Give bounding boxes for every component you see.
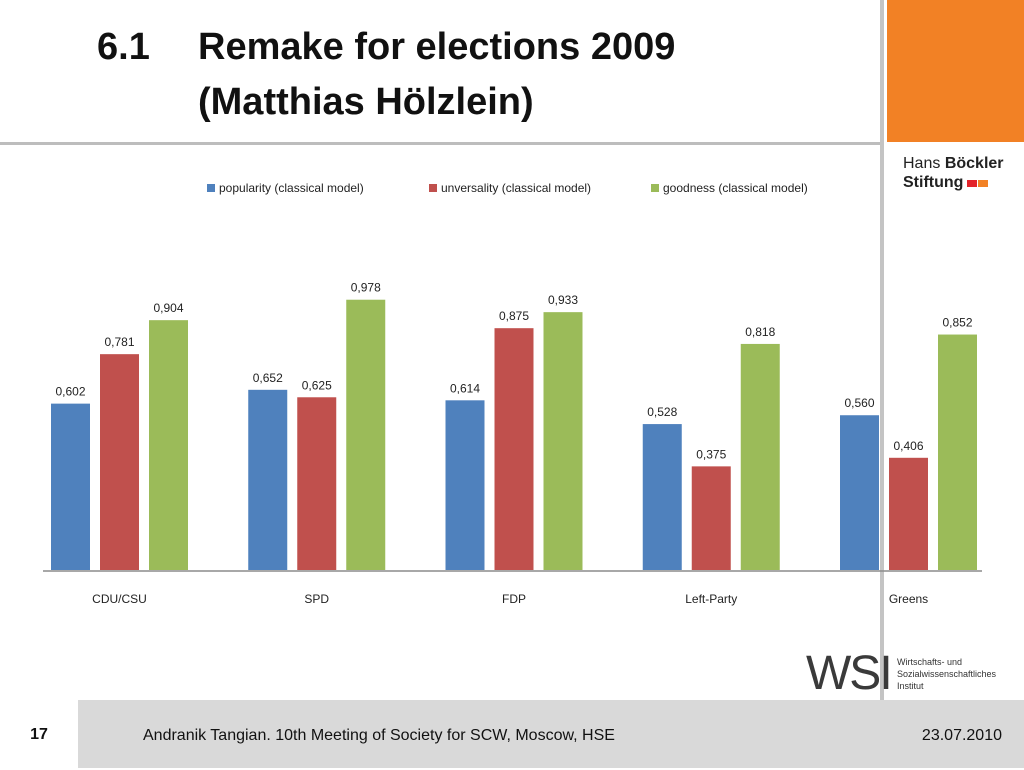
category-label-3: Left-Party [685, 592, 737, 606]
bar-2-4 [938, 334, 977, 570]
footer-bar [78, 700, 1024, 768]
bar-chart: popularity (classical model) unversality … [43, 181, 982, 606]
bar-0-1 [248, 389, 288, 570]
bar-0-4 [840, 415, 879, 570]
data-label-0-4: 0,560 [844, 396, 874, 410]
legend-label-2: goodness (classical model) [663, 181, 808, 195]
hb-logo-word3: Stiftung [903, 174, 964, 191]
data-label-1-4: 0,406 [893, 439, 923, 453]
side-divider [880, 0, 884, 700]
page-number: 17 [30, 726, 48, 743]
hb-red-square [967, 180, 978, 188]
hb-logo-squares [967, 173, 989, 192]
bar-2-1 [346, 299, 386, 570]
category-label-2: FDP [502, 592, 526, 606]
hans-boeckler-logo: Hans Böckler Stiftung [903, 154, 1004, 192]
wsi-text-line2: Sozialwissenschaftliches [897, 669, 997, 679]
bar-0-3 [642, 424, 682, 570]
legend-swatch-2 [651, 184, 659, 192]
wsi-logo-letters: WSI [806, 651, 891, 695]
legend-label-1: unversality (classical model) [441, 181, 591, 195]
data-label-0-1: 0,652 [253, 371, 283, 385]
footer-date: 23.07.2010 [921, 727, 1002, 744]
legend-label-0: popularity (classical model) [219, 181, 364, 195]
data-label-0-2: 0,614 [450, 381, 480, 395]
data-label-1-3: 0,375 [696, 447, 726, 461]
legend-swatch-0 [207, 184, 215, 192]
bar-1-0 [100, 354, 139, 570]
data-label-2-3: 0,818 [745, 325, 775, 339]
data-label-0-0: 0,602 [55, 385, 85, 399]
slide-title-line2: (Matthias Hölzlein) [198, 81, 534, 123]
wsi-logo-text: Wirtschafts- und Sozialwissenschaftliche… [897, 656, 996, 692]
data-label-2-2: 0,933 [548, 293, 578, 307]
title-divider [0, 142, 882, 145]
accent-box [887, 0, 1024, 142]
bar-2-0 [149, 320, 188, 570]
data-label-2-1: 0,978 [351, 281, 381, 295]
category-label-0: CDU/CSU [92, 592, 147, 606]
bar-1-4 [889, 457, 928, 570]
hb-logo-word2: Böckler [944, 155, 1004, 172]
bar-2-3 [740, 343, 780, 570]
data-label-2-0: 0,904 [153, 301, 183, 315]
bar-1-1 [297, 397, 337, 570]
slide-title-line1: Remake for elections 2009 [198, 26, 676, 68]
data-label-1-2: 0,875 [499, 309, 529, 323]
hb-logo-word1: Hans [903, 155, 941, 172]
bar-0-0 [51, 403, 90, 570]
wsi-logo: WSI [806, 651, 893, 695]
bar-0-2 [445, 400, 485, 570]
legend-swatch-1 [429, 184, 437, 192]
category-label-1: SPD [304, 592, 329, 606]
category-label-4: Greens [889, 592, 928, 606]
section-number: 6.1 [97, 26, 150, 68]
hb-orange-square [978, 180, 989, 188]
bar-1-2 [494, 328, 534, 570]
wsi-text-line1: Wirtschafts- und [897, 657, 963, 667]
wsi-text-line3: Institut [897, 681, 924, 691]
footer-caption: Andranik Tangian. 10th Meeting of Societ… [143, 727, 615, 744]
bar-2-2 [543, 312, 583, 570]
data-label-1-0: 0,781 [104, 335, 134, 349]
data-label-0-3: 0,528 [647, 405, 677, 419]
data-label-2-4: 0,852 [942, 316, 972, 330]
bar-1-3 [691, 466, 731, 570]
data-label-1-1: 0,625 [302, 378, 332, 392]
